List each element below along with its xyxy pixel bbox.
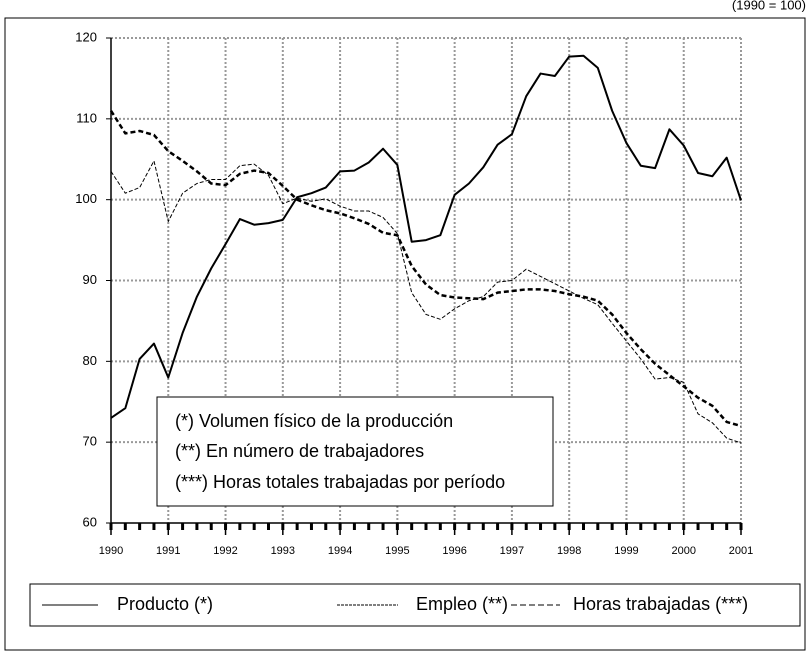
series-line xyxy=(109,110,742,428)
y-tick-label: 60 xyxy=(83,514,97,529)
y-tick-label: 90 xyxy=(83,272,97,287)
legend-box xyxy=(29,583,801,627)
series-line xyxy=(110,160,742,444)
y-tick-label: 80 xyxy=(83,353,97,368)
note: (*) Volumen físico de la producción xyxy=(175,411,453,431)
x-tick-label: 1991 xyxy=(156,545,180,557)
legend-label: Producto (*) xyxy=(117,594,213,614)
notes-box xyxy=(156,396,554,507)
y-tick-label: 110 xyxy=(76,110,97,125)
x-tick-label: 1996 xyxy=(442,545,466,557)
x-tick-label: 1994 xyxy=(328,545,352,557)
x-tick-label: 1999 xyxy=(614,545,638,557)
y-tick-label: 120 xyxy=(75,29,97,44)
legend-label: Empleo (**) xyxy=(416,594,508,614)
x-tick-label: 1998 xyxy=(557,545,581,557)
series-line xyxy=(110,54,742,419)
note: (***) Horas totales trabajadas por perío… xyxy=(175,472,505,492)
x-tick-label: 2001 xyxy=(729,545,753,557)
chart-frame xyxy=(4,17,806,651)
x-tick-label: 1990 xyxy=(99,545,123,557)
y-tick-label: 70 xyxy=(83,434,97,449)
legend-label: Horas trabajadas (***) xyxy=(573,594,748,614)
x-tick-label: 2000 xyxy=(671,545,695,557)
subtitle: (1990 = 100) xyxy=(732,0,806,12)
y-tick-label: 100 xyxy=(75,191,97,206)
x-tick-label: 1997 xyxy=(500,545,524,557)
x-tick-label: 1992 xyxy=(213,545,237,557)
x-tick-label: 1995 xyxy=(385,545,409,557)
note: (**) En número de trabajadores xyxy=(175,441,424,461)
x-tick-label: 1993 xyxy=(271,545,295,557)
